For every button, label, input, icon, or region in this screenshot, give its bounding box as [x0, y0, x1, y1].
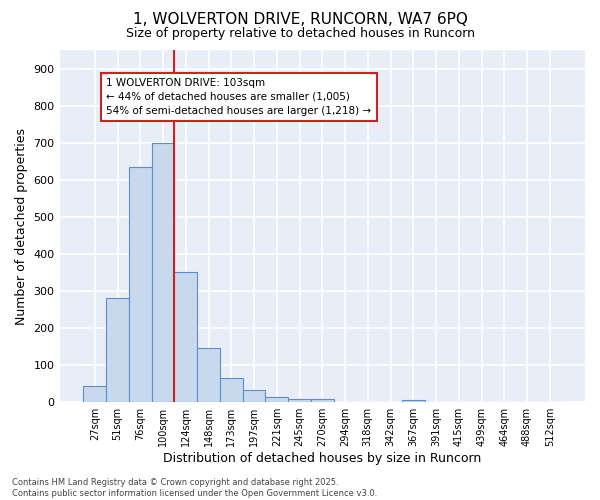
Text: 1 WOLVERTON DRIVE: 103sqm
← 44% of detached houses are smaller (1,005)
54% of se: 1 WOLVERTON DRIVE: 103sqm ← 44% of detac…: [106, 78, 371, 116]
Text: Size of property relative to detached houses in Runcorn: Size of property relative to detached ho…: [125, 28, 475, 40]
Text: Contains HM Land Registry data © Crown copyright and database right 2025.
Contai: Contains HM Land Registry data © Crown c…: [12, 478, 377, 498]
Bar: [311, 399, 334, 402]
Bar: [242, 390, 265, 402]
Y-axis label: Number of detached properties: Number of detached properties: [15, 128, 28, 324]
Bar: [106, 298, 129, 402]
Bar: [220, 378, 242, 402]
Bar: [402, 400, 425, 402]
Bar: [265, 397, 288, 402]
Bar: [83, 386, 106, 402]
Bar: [175, 272, 197, 402]
X-axis label: Distribution of detached houses by size in Runcorn: Distribution of detached houses by size …: [163, 452, 481, 465]
Text: 1, WOLVERTON DRIVE, RUNCORN, WA7 6PQ: 1, WOLVERTON DRIVE, RUNCORN, WA7 6PQ: [133, 12, 467, 28]
Bar: [197, 348, 220, 402]
Bar: [129, 167, 152, 402]
Bar: [152, 142, 175, 402]
Bar: [288, 398, 311, 402]
